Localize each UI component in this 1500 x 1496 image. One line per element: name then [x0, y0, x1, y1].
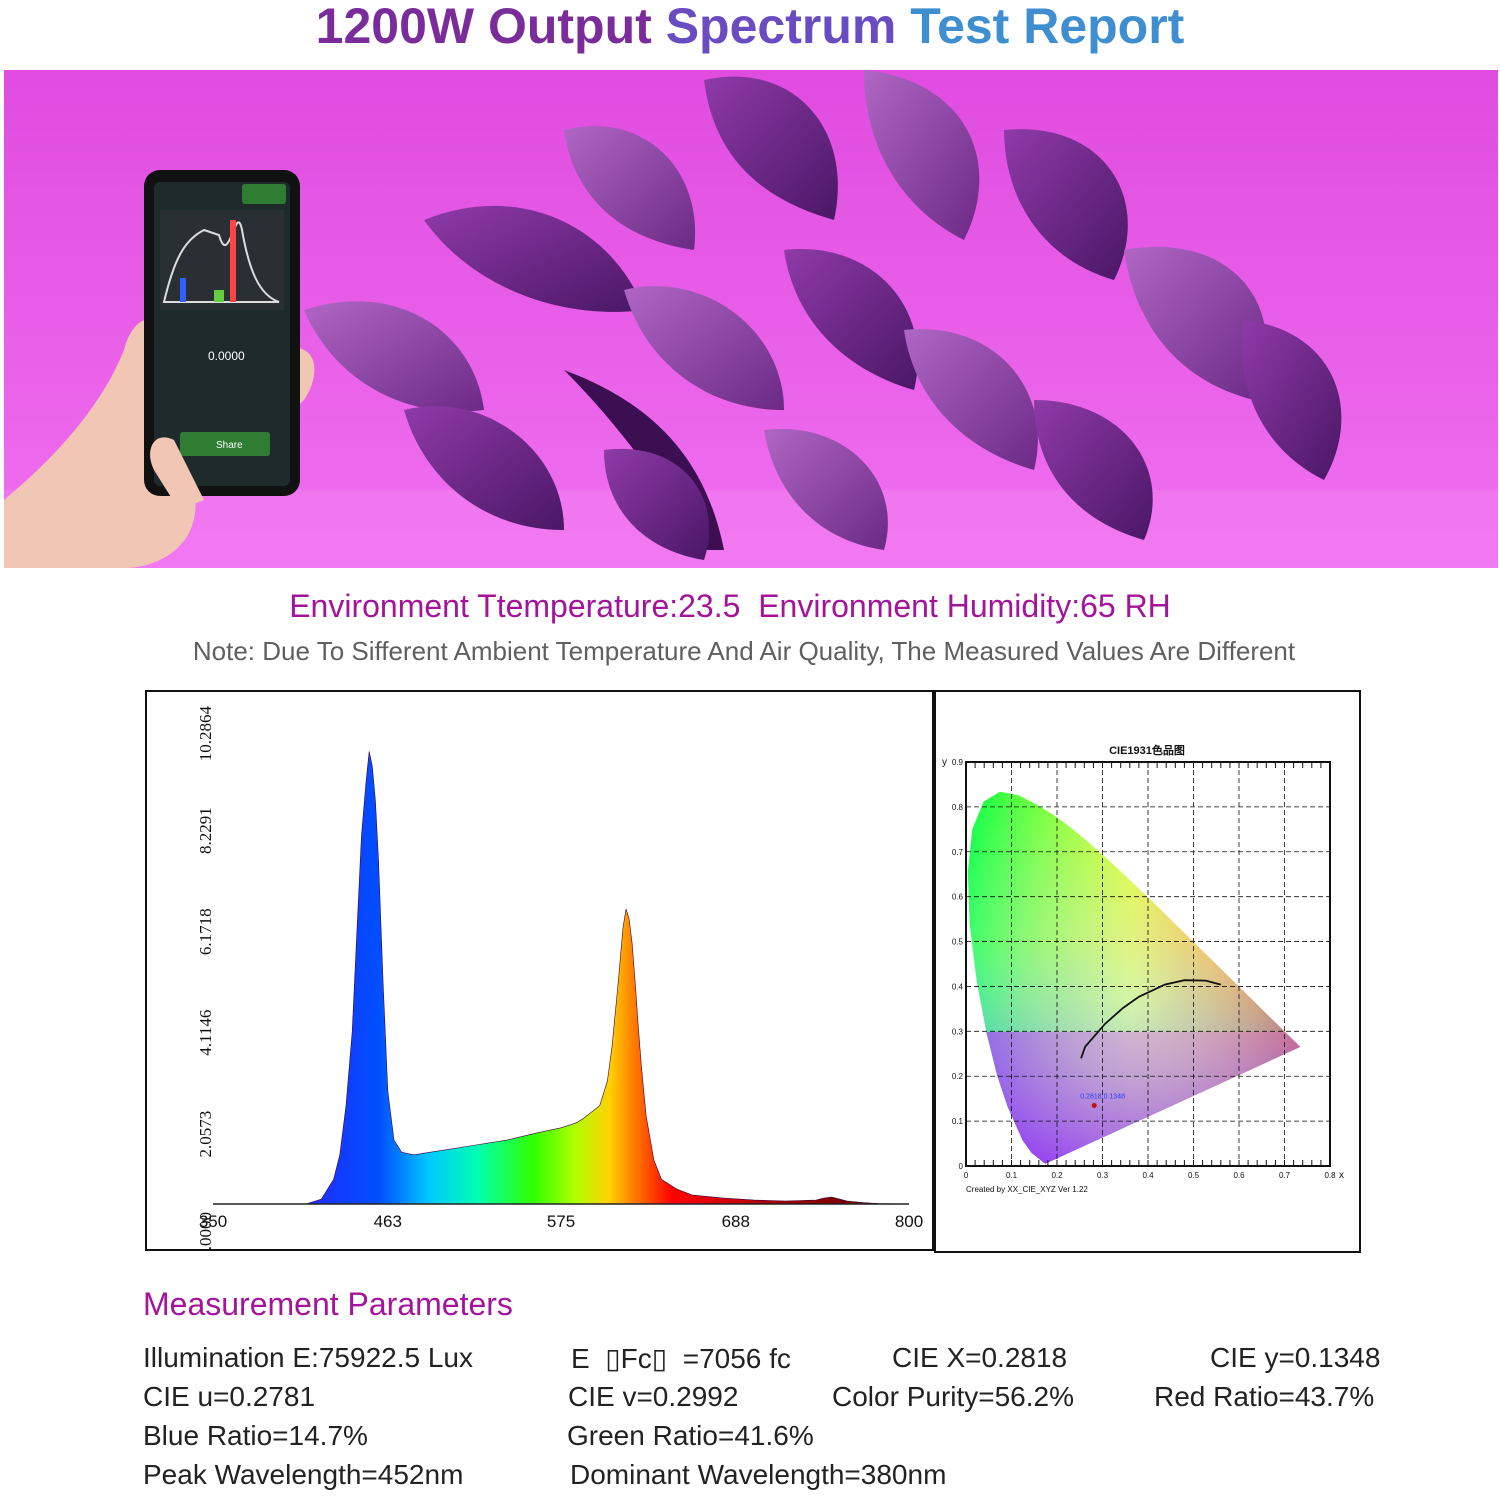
cie-x-tick-label: 0.1 — [1006, 1171, 1018, 1180]
spectrum-area-layer — [251, 751, 910, 1205]
planckian-locus — [1080, 979, 1222, 1059]
planckian-locus-line — [1080, 979, 1222, 1059]
cie-x-tick-label: 0.2 — [1051, 1171, 1063, 1180]
cie-x-tick-label: 0.5 — [1188, 1171, 1200, 1180]
cie-y-tick-label: 0.1 — [952, 1117, 964, 1126]
cie-x-tick-label: 0.4 — [1142, 1171, 1154, 1180]
grow-light-plant-illustration: 0.0000 Share — [4, 70, 1498, 568]
y-tick-label: 0.0000 — [196, 1212, 215, 1249]
cie-x-tick-label: 0.7 — [1279, 1171, 1291, 1180]
cie-chart-frame: CIE1931色品图 y x 0 0.1 0.2 0.3 0.4 0.5 0.6 0.7 0.8… — [934, 690, 1361, 1253]
cie-chart-title: CIE1931色品图 — [1109, 743, 1185, 757]
cie-x-tick-label: 0.8 — [1324, 1171, 1336, 1180]
cie-horseshoe-layer — [967, 791, 1301, 1164]
phone-share-button-label: Share — [216, 440, 243, 451]
cie-measured-point — [1091, 1102, 1097, 1108]
title-part-3: Test Report — [910, 0, 1185, 54]
cie-y-tick-label: 0 — [959, 1162, 964, 1171]
cie-y-tick-label: 0.6 — [952, 893, 964, 902]
y-tick-labels: 0.0000 2.0573 4.1146 6.1718 8.2291 10.2864 — [196, 706, 215, 1259]
cie-point-label: 0.2818,0.1348 — [1080, 1093, 1125, 1100]
cie-y-tick-label: 0.5 — [952, 938, 964, 947]
x-tick-label: 350 — [199, 1212, 227, 1231]
environment-line: Environment Ttemperature:23.5 Environmen… — [289, 588, 1171, 624]
y-tick-label: 8.2291 — [196, 807, 215, 854]
cie-y-tick-label: 0.4 — [952, 982, 964, 991]
cie-y-axis-label: y — [942, 757, 947, 768]
cie-x-tick-label: 0 — [964, 1171, 969, 1180]
cie-x-tick-label: 0.3 — [1097, 1171, 1109, 1180]
x-tick-label: 800 — [895, 1212, 923, 1231]
param-color-purity: Color Purity=56.2% — [832, 1381, 1075, 1412]
cie-x-tick-label: 0.6 — [1233, 1171, 1245, 1180]
param-cie-u: CIE u=0.2781 — [143, 1381, 316, 1412]
hand-holding-phone: 0.0000 Share — [4, 170, 315, 568]
cie-y-tick-label: 0.2 — [952, 1072, 964, 1081]
cie-tick-labels: 0 0.1 0.2 0.3 0.4 0.5 0.6 0.7 0.8 0 0.1 0.2 0.3 0.4 0.… — [952, 758, 1336, 1180]
param-peak-wavelength: Peak Wavelength=452nm — [143, 1459, 464, 1490]
cie-measured-points: 0.2818,0.1348 — [1080, 1093, 1125, 1108]
x-tick-label: 463 — [374, 1212, 402, 1231]
hero-photo: 0.0000 Share — [4, 70, 1498, 568]
title-part-2: Spectrum — [665, 0, 897, 54]
x-tick-labels: 350 463 575 688 800 — [199, 1212, 923, 1231]
cie-y-tick-label: 0.3 — [952, 1027, 964, 1036]
param-dominant-wavelength: Dominant Wavelength=380nm — [570, 1459, 947, 1490]
title-part-1: 1200W Output — [315, 0, 652, 54]
y-tick-label: 4.1146 — [196, 1010, 215, 1056]
param-illumination: Illumination E:75922.5 Lux — [143, 1342, 473, 1373]
param-cie-v: CIE v=0.2992 — [568, 1381, 739, 1412]
y-tick-label: 2.0573 — [196, 1111, 215, 1158]
y-tick-label: 6.1718 — [196, 908, 215, 955]
spectrum-series-area — [251, 751, 910, 1205]
page-title: 1200W Output Spectrum Test Report — [0, 0, 1500, 52]
cie-x-axis-label: x — [1339, 1170, 1344, 1181]
plant-leaves — [304, 70, 1342, 560]
param-cie-x: CIE X=0.2818 — [892, 1342, 1068, 1373]
spectrum-chart: 350 463 575 688 800 0.0000 2.0573 4.1146 6.1718… — [196, 706, 923, 1259]
y-tick-label: 10.2864 — [196, 706, 215, 762]
param-blue-ratio: Blue Ratio=14.7% — [143, 1420, 368, 1451]
x-tick-label: 575 — [547, 1212, 575, 1231]
param-green-ratio: Green Ratio=41.6% — [567, 1420, 814, 1451]
cie-chart-footer: Created by XX_CIE_XYZ Ver 1.22 — [966, 1185, 1088, 1194]
spectrum-chart-frame: 350 463 575 688 800 0.0000 2.0573 4.1146 6.1718… — [145, 690, 934, 1259]
note-line: Note: Due To Sifferent Ambient Temperatu… — [192, 636, 1296, 666]
param-red-ratio: Red Ratio=43.7% — [1154, 1381, 1375, 1412]
cie-y-tick-label: 0.7 — [952, 848, 964, 857]
cie-y-tick-label: 0.8 — [952, 803, 964, 812]
param-cie-y: CIE y=0.1348 — [1210, 1342, 1381, 1373]
cie-chromaticity-chart: CIE1931色品图 y x 0 0.1 0.2 0.3 0.4 0.5 0.6 0.7 0.8… — [942, 743, 1344, 1194]
param-e-fc: E ▯Fc▯ =7056 fc — [571, 1343, 791, 1374]
x-tick-label: 688 — [722, 1212, 750, 1231]
cie-y-tick-label: 0.9 — [952, 758, 964, 767]
measurement-parameters-title: Measurement Parameters — [143, 1286, 513, 1322]
phone-value-text: 0.0000 — [208, 349, 245, 363]
